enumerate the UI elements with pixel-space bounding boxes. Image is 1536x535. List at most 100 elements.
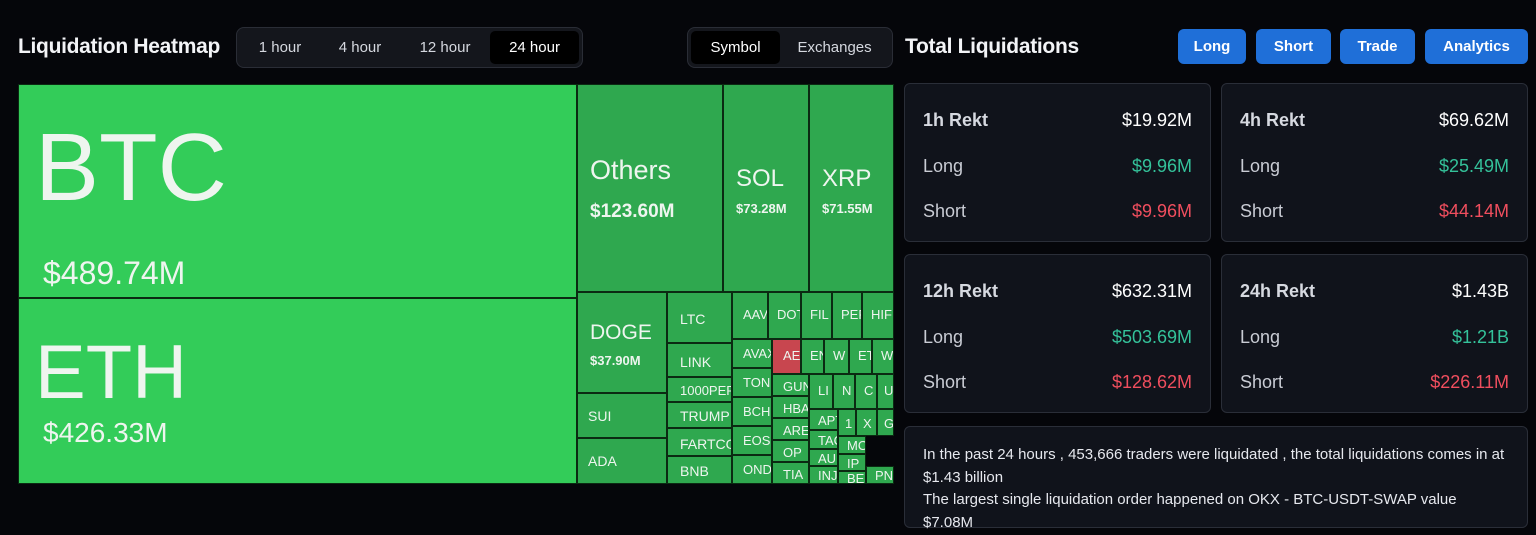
treemap-tile-dot[interactable]: DOT xyxy=(768,292,801,339)
timeframe-1-hour[interactable]: 1 hour xyxy=(258,39,302,56)
treemap-tile-c[interactable]: C xyxy=(855,374,877,409)
treemap-tile-sol[interactable]: SOL $73.28M xyxy=(723,84,809,292)
view-exchanges[interactable]: Exchanges xyxy=(797,39,872,56)
card-label: 4h Rekt xyxy=(1240,110,1306,130)
tile-symbol: BNB xyxy=(680,463,709,479)
treemap-tile-ltc[interactable]: LTC xyxy=(667,292,732,343)
treemap-tile-eos[interactable]: EOS xyxy=(732,426,772,455)
treemap-tile-sui[interactable]: SUI xyxy=(577,393,667,438)
treemap-tile-ip[interactable]: IP xyxy=(838,454,866,471)
treemap-tile-xrp[interactable]: XRP $71.55M xyxy=(809,84,894,292)
treemap-tile-1[interactable]: 1 xyxy=(838,409,856,436)
treemap-tile-op[interactable]: OP xyxy=(772,440,809,462)
liquidation-treemap: BTC $489.74M ETH $426.33M Others $123.60M SOL $… xyxy=(18,84,894,484)
summary-line-2: The largest single liquidation order hap… xyxy=(923,491,1457,531)
tile-symbol: HBA xyxy=(783,401,809,416)
rekt-card-12h: 12h Rekt $632.31M Long $503.69M Short $128.… xyxy=(904,254,1211,413)
short-label: Short xyxy=(923,201,967,221)
treemap-tile-en[interactable]: EN xyxy=(801,339,824,374)
tile-symbol: AVAX xyxy=(743,346,771,361)
treemap-tile-pn[interactable]: PN xyxy=(866,466,894,484)
view-symbol[interactable]: Symbol xyxy=(691,31,781,64)
tile-symbol: ET xyxy=(858,348,871,363)
tile-symbol: GUN xyxy=(783,379,808,394)
long-label: Long xyxy=(923,156,964,176)
long-value: $9.96M xyxy=(1131,156,1192,176)
treemap-tile-ond[interactable]: OND xyxy=(732,455,772,484)
card-label: 24h Rekt xyxy=(1240,281,1316,301)
short-value: $128.62M xyxy=(1111,372,1192,392)
treemap-tile-ada[interactable]: ADA xyxy=(577,438,667,484)
treemap-tile-hba[interactable]: HBA xyxy=(772,396,809,418)
treemap-tile-avax[interactable]: AVAX xyxy=(732,339,772,368)
treemap-tile-bnb[interactable]: BNB xyxy=(667,456,732,484)
tile-symbol: LI xyxy=(818,383,829,398)
tile-symbol: PN xyxy=(875,468,894,483)
tile-symbol: DOGE xyxy=(590,321,652,344)
treemap-tile-ae[interactable]: AE xyxy=(772,339,801,374)
treemap-tile-fartcoin[interactable]: FARTCOIN xyxy=(667,428,732,456)
tile-symbol: ETH xyxy=(35,330,187,415)
short-value: $226.11M xyxy=(1430,372,1509,392)
treemap-tile-hifi[interactable]: HIFI xyxy=(862,292,894,339)
tile-value: $489.74M xyxy=(43,255,186,291)
treemap-tile-g[interactable]: G xyxy=(877,409,894,436)
tile-symbol: TAO xyxy=(818,433,837,448)
treemap-tile-mo[interactable]: MO xyxy=(838,436,866,454)
treemap-tile-fil[interactable]: FIL xyxy=(801,292,832,339)
treemap-tile-n[interactable]: N xyxy=(833,374,855,409)
tile-symbol: Others xyxy=(590,155,672,185)
treemap-tile-aave[interactable]: AAVE xyxy=(732,292,768,339)
treemap-tile-doge[interactable]: DOGE $37.90M xyxy=(577,292,667,393)
treemap-tile-w[interactable]: W xyxy=(824,339,849,374)
analytics-button[interactable]: Analytics xyxy=(1425,29,1528,64)
tile-symbol: PEPE xyxy=(841,307,861,322)
short-label: Short xyxy=(923,372,967,392)
treemap-tile-are[interactable]: ARE xyxy=(772,418,809,440)
short-value: $44.14M xyxy=(1438,201,1509,221)
treemap-tile-apt[interactable]: APT xyxy=(809,409,838,430)
tile-symbol: BE xyxy=(847,471,865,484)
tile-symbol: N xyxy=(842,383,852,398)
treemap-tile-link[interactable]: LINK xyxy=(667,343,732,377)
treemap-tile-bch[interactable]: BCH xyxy=(732,397,772,426)
treemap-tile-others[interactable]: Others $123.60M xyxy=(577,84,723,292)
timeframe-24-hour[interactable]: 24 hour xyxy=(490,31,579,64)
tile-symbol: 1000PEPE xyxy=(680,383,731,398)
short-button[interactable]: Short xyxy=(1256,29,1331,64)
treemap-tile-1000pepe[interactable]: 1000PEPE xyxy=(667,377,732,402)
treemap-tile-au[interactable]: AU xyxy=(809,449,838,466)
card-label: 1h Rekt xyxy=(923,110,989,130)
treemap-tile-trump[interactable]: TRUMP xyxy=(667,402,732,428)
tile-symbol: AAVE xyxy=(743,307,768,322)
tile-symbol: ARE xyxy=(783,423,809,438)
long-label: Long xyxy=(923,327,964,347)
heatmap-title: Liquidation Heatmap xyxy=(18,35,220,58)
treemap-tile-x[interactable]: X xyxy=(856,409,877,436)
treemap-tile-u[interactable]: U xyxy=(877,374,894,409)
treemap-tile-tia[interactable]: TIA xyxy=(772,462,809,484)
total-liquidations-title: Total Liquidations xyxy=(905,35,1079,58)
tile-symbol: C xyxy=(864,383,874,398)
treemap-tile-btc[interactable]: BTC $489.74M xyxy=(18,84,577,298)
timeframe-4-hour[interactable]: 4 hour xyxy=(338,39,382,56)
treemap-tile-ton[interactable]: TON xyxy=(732,368,772,397)
trade-button[interactable]: Trade xyxy=(1340,29,1415,64)
treemap-tile-eth[interactable]: ETH $426.33M xyxy=(18,298,577,484)
treemap-tile-et[interactable]: ET xyxy=(849,339,872,374)
treemap-tile-pepe[interactable]: PEPE xyxy=(832,292,862,339)
card-label: 12h Rekt xyxy=(923,281,999,301)
timeframe-12-hour[interactable]: 12 hour xyxy=(419,39,471,56)
tile-value: $123.60M xyxy=(590,201,675,222)
treemap-tile-li[interactable]: LI xyxy=(809,374,833,409)
treemap-tile-inj[interactable]: INJ xyxy=(809,466,838,484)
treemap-tile-tao[interactable]: TAO xyxy=(809,430,838,449)
long-button[interactable]: Long xyxy=(1178,29,1246,64)
liquidation-summary: In the past 24 hours , 453,666 traders w… xyxy=(904,426,1528,531)
treemap-tile-be[interactable]: BE xyxy=(838,471,866,484)
tile-value: $426.33M xyxy=(43,417,168,448)
card-total: $19.92M xyxy=(1121,110,1192,130)
treemap-tile-w[interactable]: W xyxy=(872,339,894,374)
tile-symbol: MO xyxy=(847,438,866,453)
treemap-tile-gun[interactable]: GUN xyxy=(772,374,809,396)
